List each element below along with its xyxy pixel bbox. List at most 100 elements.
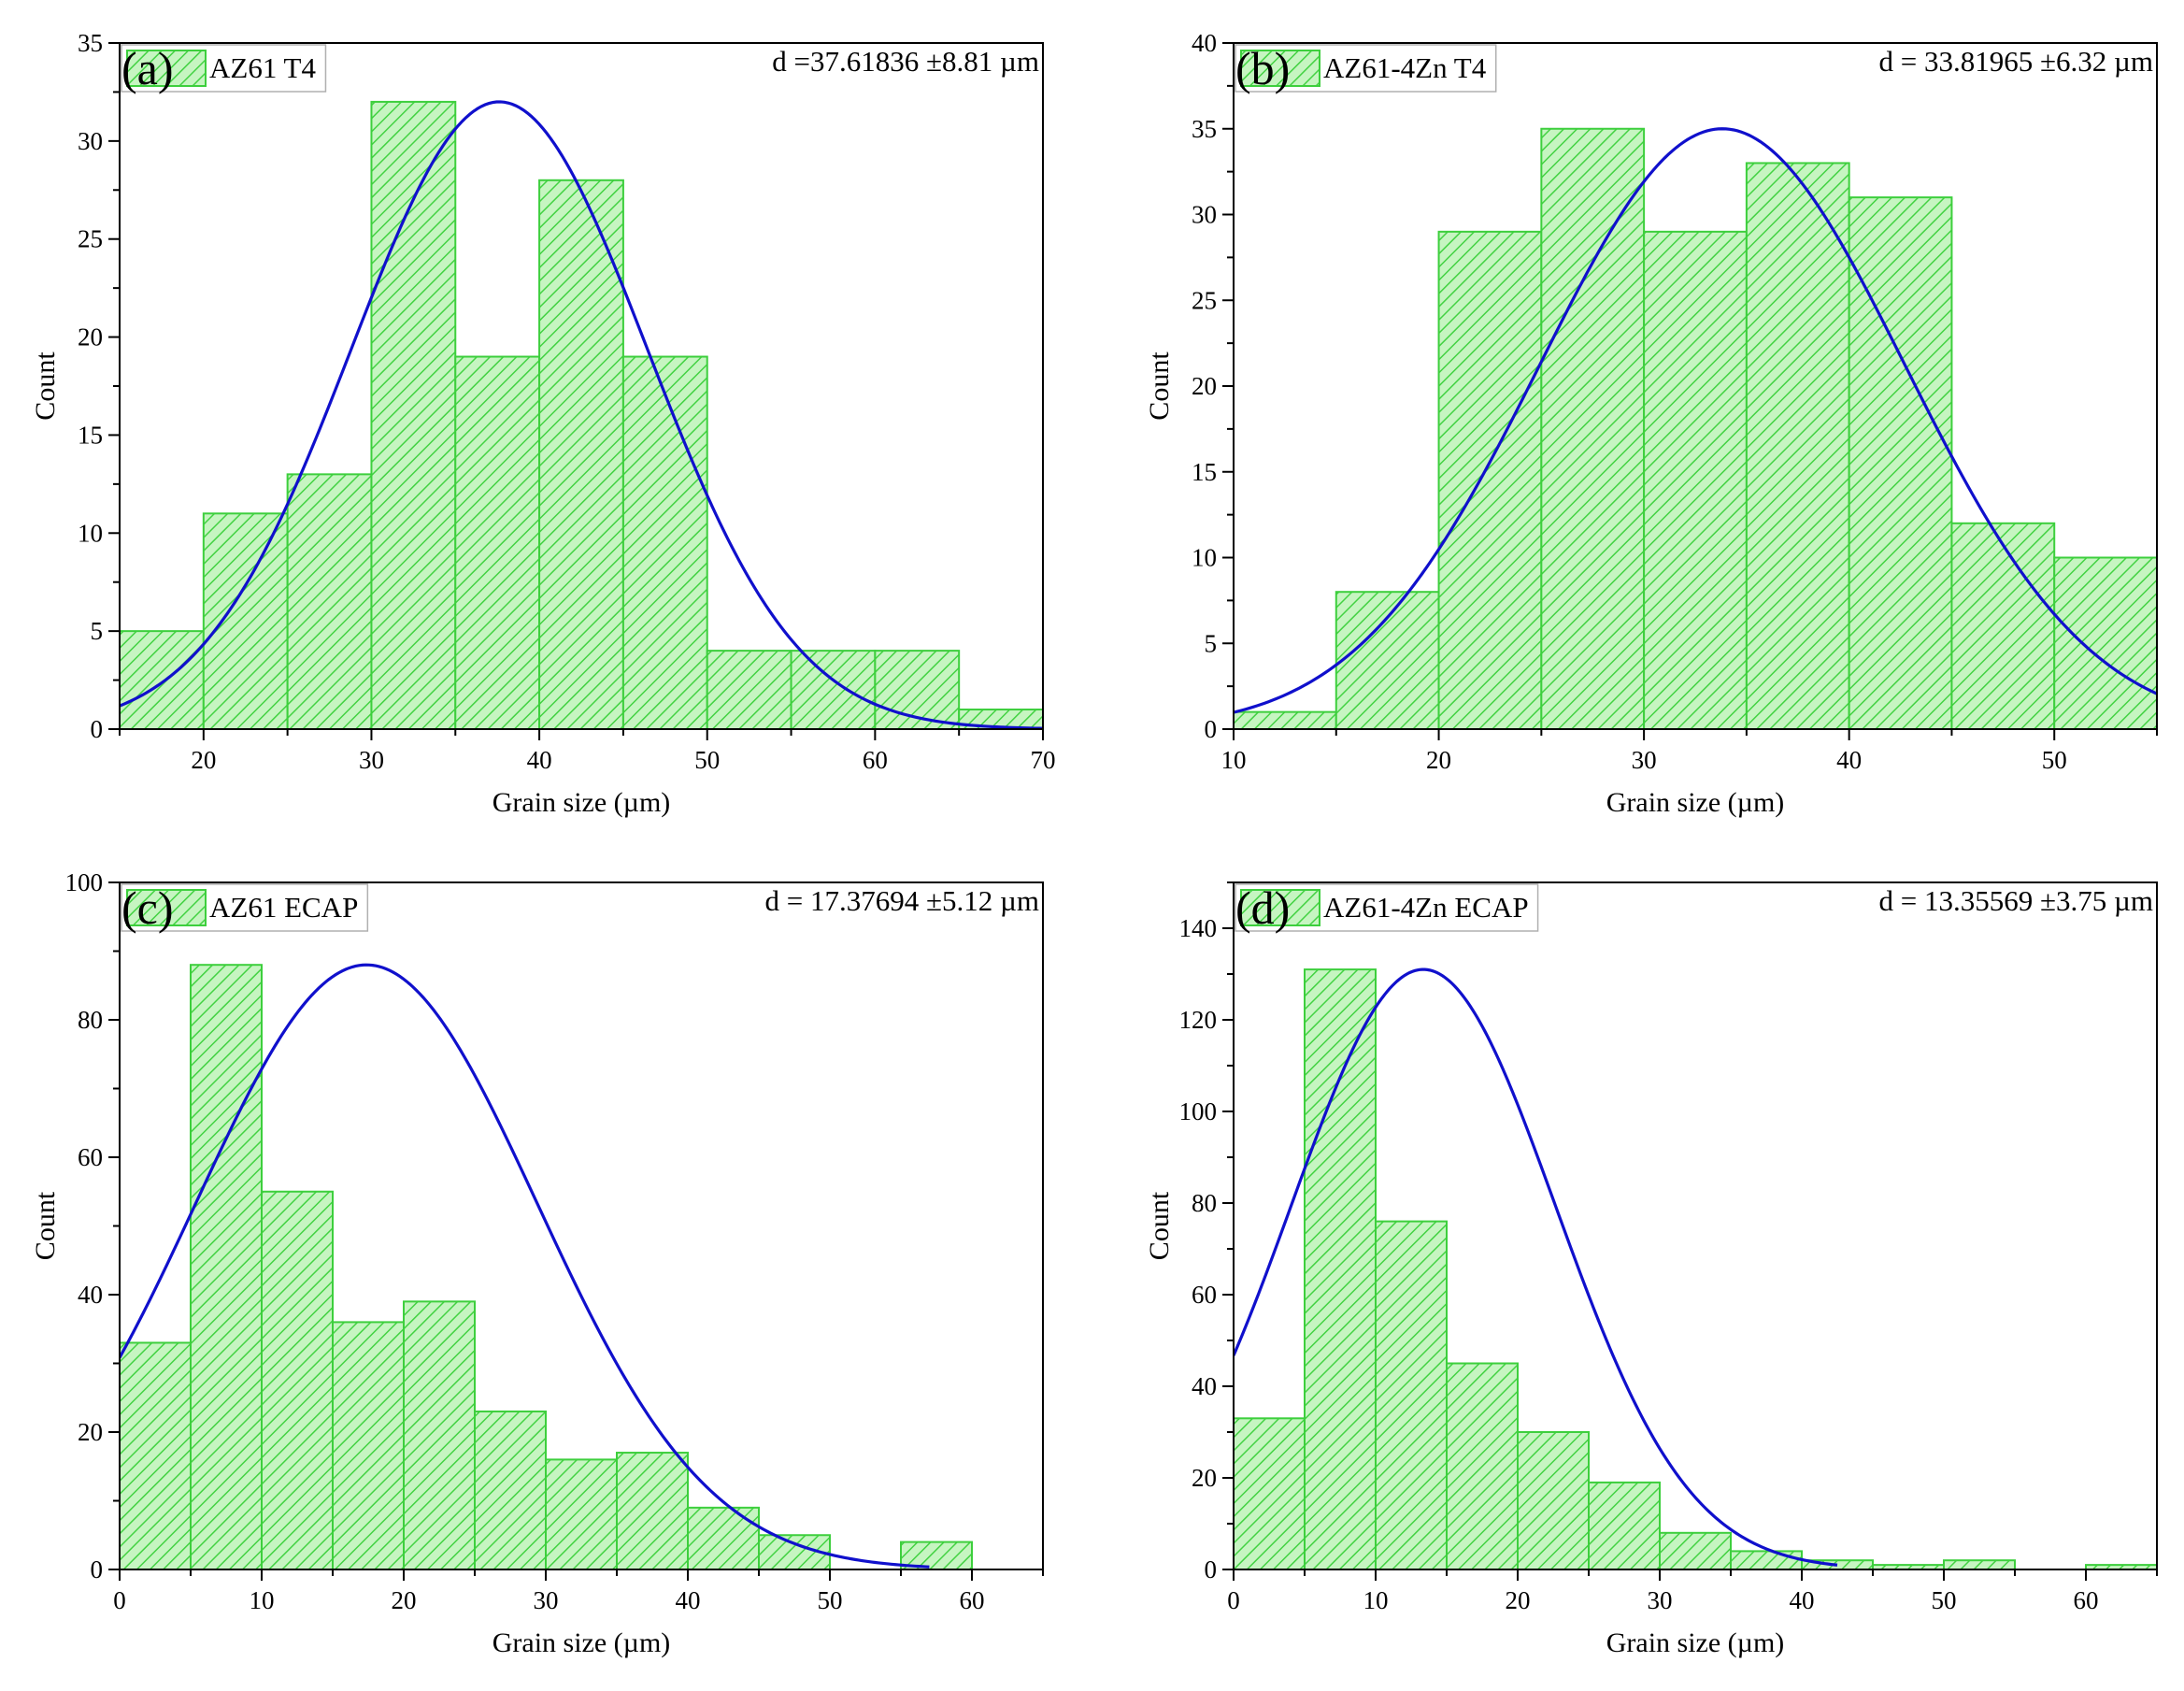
y-tick-label: 0	[1205, 715, 1218, 743]
histogram-bar	[190, 964, 263, 1569]
grain-size-stat: d = 13.35569 ±3.75 µm	[1879, 884, 2153, 917]
legend-label: AZ61 ECAP	[209, 891, 358, 924]
histogram-bar	[1540, 127, 1646, 729]
x-tick-label: 40	[1790, 1586, 1815, 1614]
y-tick-label: 100	[1179, 1097, 1218, 1125]
y-tick-label: 40	[1192, 29, 1217, 57]
grain-size-stat: d = 17.37694 ±5.12 µm	[765, 884, 1039, 917]
x-axis-label: Grain size (µm)	[1606, 787, 1785, 818]
x-tick-label: 50	[694, 746, 720, 774]
x-tick-label: 10	[1363, 1586, 1389, 1614]
histogram-bar	[687, 1506, 760, 1569]
legend: (b) AZ61-4Zn T4	[1235, 42, 1497, 94]
x-tick-label: 50	[818, 1586, 843, 1614]
y-tick-label: 30	[78, 127, 103, 155]
histogram-bar	[202, 512, 289, 729]
histogram-bar	[900, 1541, 973, 1569]
legend: (c) AZ61 ECAP	[121, 881, 369, 934]
x-tick-label: 30	[359, 746, 384, 774]
y-tick-label: 25	[1192, 286, 1217, 314]
y-tick-label: 35	[78, 29, 103, 57]
x-tick-label: 20	[1426, 746, 1451, 774]
y-tick-label: 0	[91, 715, 104, 743]
y-tick-label: 35	[1192, 115, 1217, 143]
y-tick-label: 0	[91, 1555, 104, 1584]
x-tick-label: 60	[2074, 1586, 2099, 1614]
x-tick-label: 20	[191, 746, 216, 774]
y-tick-label: 100	[65, 868, 104, 896]
histogram-bar	[1437, 230, 1543, 729]
histogram-bar	[286, 473, 373, 729]
gaussian-fit-curve	[1234, 967, 1838, 1567]
y-axis-label: Count	[1144, 1191, 1175, 1260]
histogram-bar	[120, 1341, 192, 1569]
histogram-bar	[1943, 1559, 2016, 1569]
histogram-bar	[454, 355, 541, 729]
histogram-bar	[545, 1458, 618, 1569]
plot-area	[1234, 967, 2157, 1569]
histogram-panel: 0 10 20 30 40 50 60 0 20 40 60 80 100 120 140 Grain siz…	[1144, 881, 2158, 1658]
histogram-bar	[1643, 230, 1748, 729]
grain-size-stat: d = 33.81965 ±6.32 µm	[1879, 45, 2153, 78]
x-tick-label: 40	[527, 746, 552, 774]
y-tick-label: 40	[1192, 1372, 1217, 1400]
y-tick-label: 5	[1205, 629, 1218, 657]
x-tick-label: 70	[1031, 746, 1056, 774]
x-tick-label: 40	[1836, 746, 1862, 774]
y-tick-label: 80	[1192, 1189, 1217, 1217]
y-tick-label: 10	[1192, 544, 1217, 572]
histogram-bar	[1588, 1481, 1661, 1569]
plot-area	[120, 100, 1043, 729]
x-tick-label: 30	[1632, 746, 1657, 774]
x-axis-label: Grain size (µm)	[492, 1627, 671, 1658]
legend-label: AZ61-4Zn T4	[1323, 51, 1487, 84]
histogram-bar	[621, 355, 708, 729]
x-tick-label: 60	[863, 746, 888, 774]
histogram-bar	[616, 1452, 689, 1569]
histogram-bar	[1517, 1431, 1590, 1569]
plot-frame	[1233, 881, 2158, 1570]
y-tick-label: 120	[1179, 1006, 1218, 1034]
histogram-bar	[1234, 1417, 1306, 1569]
x-tick-label: 0	[1227, 1586, 1240, 1614]
y-tick-label: 80	[78, 1006, 103, 1034]
x-tick-label: 20	[392, 1586, 417, 1614]
x-tick-label: 50	[2042, 746, 2067, 774]
histogram-bar	[1446, 1362, 1519, 1569]
x-tick-label: 10	[250, 1586, 275, 1614]
y-tick-label: 25	[78, 225, 103, 253]
y-tick-label: 20	[78, 323, 103, 351]
y-tick-label: 60	[78, 1143, 103, 1171]
histogram-bar	[261, 1190, 334, 1569]
histogram-bar	[1234, 710, 1337, 729]
histogram-bar	[1304, 968, 1377, 1569]
histogram-bar	[1745, 162, 1850, 729]
x-tick-label: 30	[534, 1586, 559, 1614]
histogram-panel: 10 20 30 40 50 0 5 10 15 20 25 30 35 40 Grain size (µm…	[1144, 29, 2158, 818]
histogram-panel: 20 30 40 50 60 70 0 5 10 15 20 25 30 35 Grain size (µm…	[30, 29, 1056, 818]
y-tick-label: 30	[1192, 201, 1217, 229]
histogram-bar	[1950, 522, 2056, 729]
plot-area	[1234, 127, 2157, 729]
histogram-panel: 0 10 20 30 40 50 60 0 20 40 60 80 100 Grain size (µm)…	[30, 868, 1044, 1658]
x-tick-label: 20	[1506, 1586, 1531, 1614]
x-tick-label: 60	[960, 1586, 985, 1614]
panel-letter: (b)	[1235, 42, 1290, 94]
grain-size-stat: d =37.61836 ±8.81 µm	[772, 45, 1039, 78]
x-tick-label: 40	[676, 1586, 701, 1614]
histogram-bar	[1335, 591, 1440, 729]
histogram-bar	[1659, 1531, 1732, 1569]
panel-letter: (a)	[121, 42, 174, 94]
histogram-bar	[706, 650, 792, 729]
x-axis-label: Grain size (µm)	[492, 787, 671, 818]
histogram-bar	[120, 630, 205, 729]
legend: (a) AZ61 T4	[121, 42, 327, 94]
y-tick-label: 0	[1205, 1555, 1218, 1584]
legend-swatch	[126, 50, 207, 87]
y-tick-label: 20	[78, 1418, 103, 1446]
histogram-bar	[1730, 1550, 1803, 1569]
legend-label: AZ61-4Zn ECAP	[1323, 891, 1529, 924]
gaussian-fit-curve	[120, 100, 1043, 729]
y-tick-label: 15	[1192, 458, 1217, 486]
